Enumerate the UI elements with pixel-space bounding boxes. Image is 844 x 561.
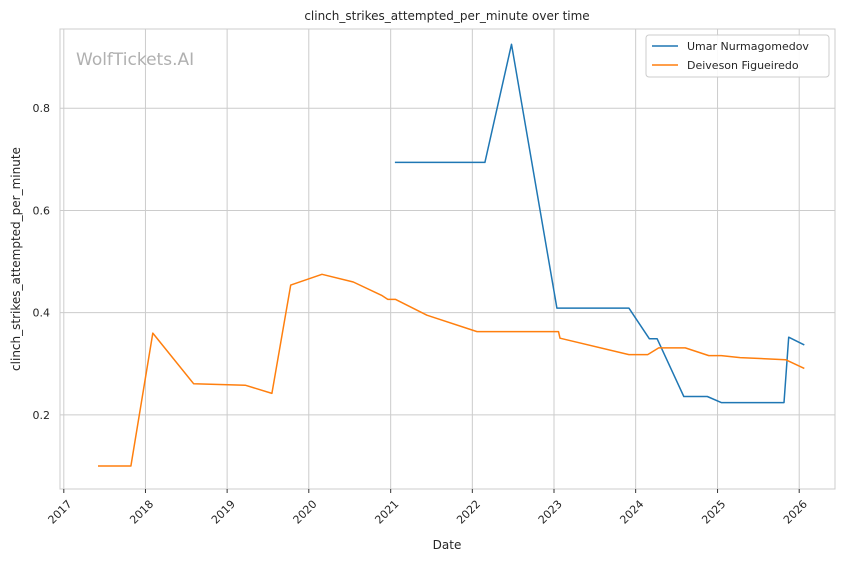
legend-label: Umar Nurmagomedov: [687, 40, 809, 53]
series-lines: [98, 43, 805, 467]
series-line-deiveson-figueiredo: [98, 273, 805, 467]
legend-box: [645, 34, 830, 78]
plot-frame: [59, 28, 836, 490]
grid-lines: [60, 29, 835, 489]
watermark: WolfTickets.AI: [76, 50, 194, 70]
y-tick-label: 0.6: [33, 204, 51, 217]
x-axis-label: Date: [433, 538, 462, 552]
legend: Umar Nurmagomedov Deiveson Figueiredo: [645, 34, 830, 78]
y-tick-label: 0.2: [33, 409, 51, 422]
y-axis-label: clinch_strikes_attempted_per_minute: [9, 147, 23, 371]
chart-title: clinch_strikes_attempted_per_minute over…: [304, 9, 589, 23]
y-tick-label: 0.8: [33, 102, 51, 115]
legend-label: Deiveson Figueiredo: [687, 59, 799, 72]
y-tick-label: 0.4: [33, 307, 51, 320]
plot-area: [60, 29, 835, 489]
series-line-umar-nurmagomedov: [394, 43, 805, 404]
